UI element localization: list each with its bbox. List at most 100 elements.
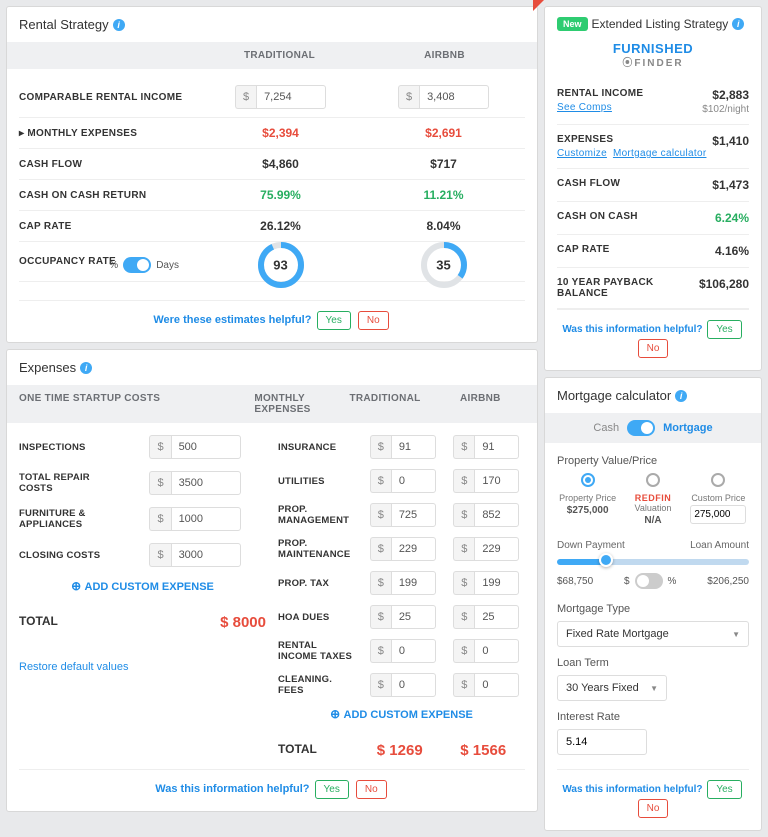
mortgage-type-label: Mortgage Type <box>557 603 749 615</box>
add-custom-onetime[interactable]: ADD CUSTOM EXPENSE <box>19 579 266 593</box>
interest-rate-input[interactable] <box>557 729 647 755</box>
propmgmt-label: PROP. MANAGEMENT <box>278 504 358 526</box>
coc-air: 11.21% <box>362 188 525 202</box>
mort-helpful-yes-button[interactable]: Yes <box>707 780 741 799</box>
restore-defaults-link[interactable]: Restore default values <box>19 661 266 673</box>
proptax-label: PROP. TAX <box>278 578 358 589</box>
info-icon[interactable]: i <box>675 390 687 402</box>
custom-price-input[interactable] <box>690 505 746 524</box>
onetime-header: ONE TIME STARTUP COSTS <box>19 393 254 415</box>
cleaning-air-input[interactable] <box>474 673 519 697</box>
rentaltax-trad-input[interactable] <box>391 639 436 663</box>
expenses-panel: Expenses i ONE TIME STARTUP COSTS MONTHL… <box>6 349 538 812</box>
ext-rental-income-val: $2,883 <box>712 88 749 102</box>
coc-label: CASH ON CASH RETURN <box>19 190 199 201</box>
tab-mortgage[interactable]: Mortgage <box>663 422 713 434</box>
hoa-trad-input[interactable] <box>391 605 436 629</box>
price-opt-custom[interactable]: Custom Price <box>688 473 749 526</box>
dollar-percent-toggle[interactable] <box>635 573 663 589</box>
loan-term-select[interactable]: 30 Years Fixed▼ <box>557 675 667 701</box>
utilities-label: UTILITIES <box>278 476 358 487</box>
corner-tag-icon <box>533 0 547 11</box>
hoa-air-input[interactable] <box>474 605 519 629</box>
cash-mortgage-toggle[interactable] <box>627 420 655 436</box>
proptax-trad-input[interactable] <box>391 571 436 595</box>
rentaltax-air-input[interactable] <box>474 639 519 663</box>
propmaint-trad-input[interactable] <box>391 537 436 561</box>
price-opt-redfin[interactable]: REDFIN Valuation N/A <box>622 473 683 526</box>
hoa-label: HOA DUES <box>278 612 358 623</box>
monthly-exp-air: $2,691 <box>362 126 525 140</box>
exp-helpful-yes-button[interactable]: Yes <box>315 780 349 799</box>
furniture-input[interactable] <box>171 507 241 531</box>
loan-amount-label: Loan Amount <box>690 540 749 551</box>
repair-input[interactable] <box>171 471 241 495</box>
closing-input[interactable] <box>171 543 241 567</box>
monthly-exp-trad: $2,394 <box>199 126 362 140</box>
insurance-air-input[interactable] <box>474 435 519 459</box>
inspections-input[interactable] <box>171 435 241 459</box>
ext-payback-val: $106,280 <box>699 277 749 299</box>
mortgage-type-select[interactable]: Fixed Rate Mortgage▼ <box>557 621 749 647</box>
mortgage-title: Mortgage calculator <box>557 388 671 403</box>
propmgmt-air-input[interactable] <box>474 503 519 527</box>
ext-rental-income-sub: $102/night <box>702 104 749 115</box>
exp-helpful-no-button[interactable]: No <box>356 780 387 799</box>
mort-helpful-no-button[interactable]: No <box>638 799 669 818</box>
down-payment-slider[interactable] <box>557 559 749 565</box>
monthly-total-label: TOTAL <box>278 742 358 759</box>
radio-redfin[interactable] <box>646 473 660 487</box>
info-icon[interactable]: i <box>80 362 92 374</box>
ext-cashflow-label: CASH FLOW <box>557 178 620 192</box>
cleaning-label: CLEANING. FEES <box>278 674 358 696</box>
ext-helpful-yes-button[interactable]: Yes <box>707 320 741 339</box>
info-icon[interactable]: i <box>732 18 744 30</box>
coc-trad: 75.99% <box>199 188 362 202</box>
monthly-exp-label[interactable]: ▸ MONTHLY EXPENSES <box>19 128 199 139</box>
propmgmt-trad-input[interactable] <box>391 503 436 527</box>
chevron-down-icon: ▼ <box>650 684 658 693</box>
cashflow-air: $717 <box>362 157 525 171</box>
helpful-no-button[interactable]: No <box>358 311 389 330</box>
see-comps-link[interactable]: See Comps <box>557 102 643 113</box>
furniture-label: FURNITURE & APPLIANCES <box>19 508 124 530</box>
utilities-air-input[interactable] <box>474 469 519 493</box>
comparable-trad-input[interactable] <box>256 85 326 109</box>
propmaint-air-input[interactable] <box>474 537 519 561</box>
down-payment-label: Down Payment <box>557 540 625 551</box>
monthly-total-air: $ 1566 <box>442 742 526 759</box>
air-header: AIRBNB <box>436 393 525 415</box>
info-icon[interactable]: i <box>113 19 125 31</box>
rental-strategy-title: Rental Strategy <box>19 17 109 32</box>
ext-helpful-no-button[interactable]: No <box>638 339 669 358</box>
customize-link[interactable]: Customize <box>557 148 607 159</box>
helpful-yes-button[interactable]: Yes <box>317 311 351 330</box>
price-opt-property[interactable]: Property Price $275,000 <box>557 473 618 526</box>
cleaning-trad-input[interactable] <box>391 673 436 697</box>
extended-title: Extended Listing Strategy <box>592 17 729 31</box>
proptax-air-input[interactable] <box>474 571 519 595</box>
closing-label: CLOSING COSTS <box>19 550 124 561</box>
add-custom-monthly[interactable]: ADD CUSTOM EXPENSE <box>278 707 525 721</box>
mort-helpful-text: Was this information helpful? <box>562 784 702 795</box>
ext-cap-label: CAP RATE <box>557 244 610 258</box>
cap-air: 8.04% <box>362 219 525 233</box>
insurance-trad-input[interactable] <box>391 435 436 459</box>
mortgage-calc-link[interactable]: Mortgage calculator <box>613 148 707 159</box>
comparable-air-input[interactable] <box>419 85 489 109</box>
furnished-finder-logo: FURNISHED ⦿FINDER <box>557 41 749 69</box>
cashflow-label: CASH FLOW <box>19 159 199 170</box>
mortgage-calculator-panel: Mortgage calculator i Cash Mortgage Prop… <box>544 377 762 831</box>
repair-label: TOTAL REPAIR COSTS <box>19 472 124 494</box>
radio-custom[interactable] <box>711 473 725 487</box>
inspections-label: INSPECTIONS <box>19 442 124 453</box>
chevron-down-icon: ▼ <box>732 630 740 639</box>
cap-trad: 26.12% <box>199 219 362 233</box>
radio-property-price[interactable] <box>581 473 595 487</box>
ext-cap-val: 4.16% <box>715 244 749 258</box>
monthly-header: MONTHLY EXPENSES <box>254 393 334 415</box>
onetime-total: $ 8000 <box>220 614 266 631</box>
tab-cash[interactable]: Cash <box>593 422 619 434</box>
utilities-trad-input[interactable] <box>391 469 436 493</box>
occupancy-toggle[interactable] <box>123 257 151 273</box>
